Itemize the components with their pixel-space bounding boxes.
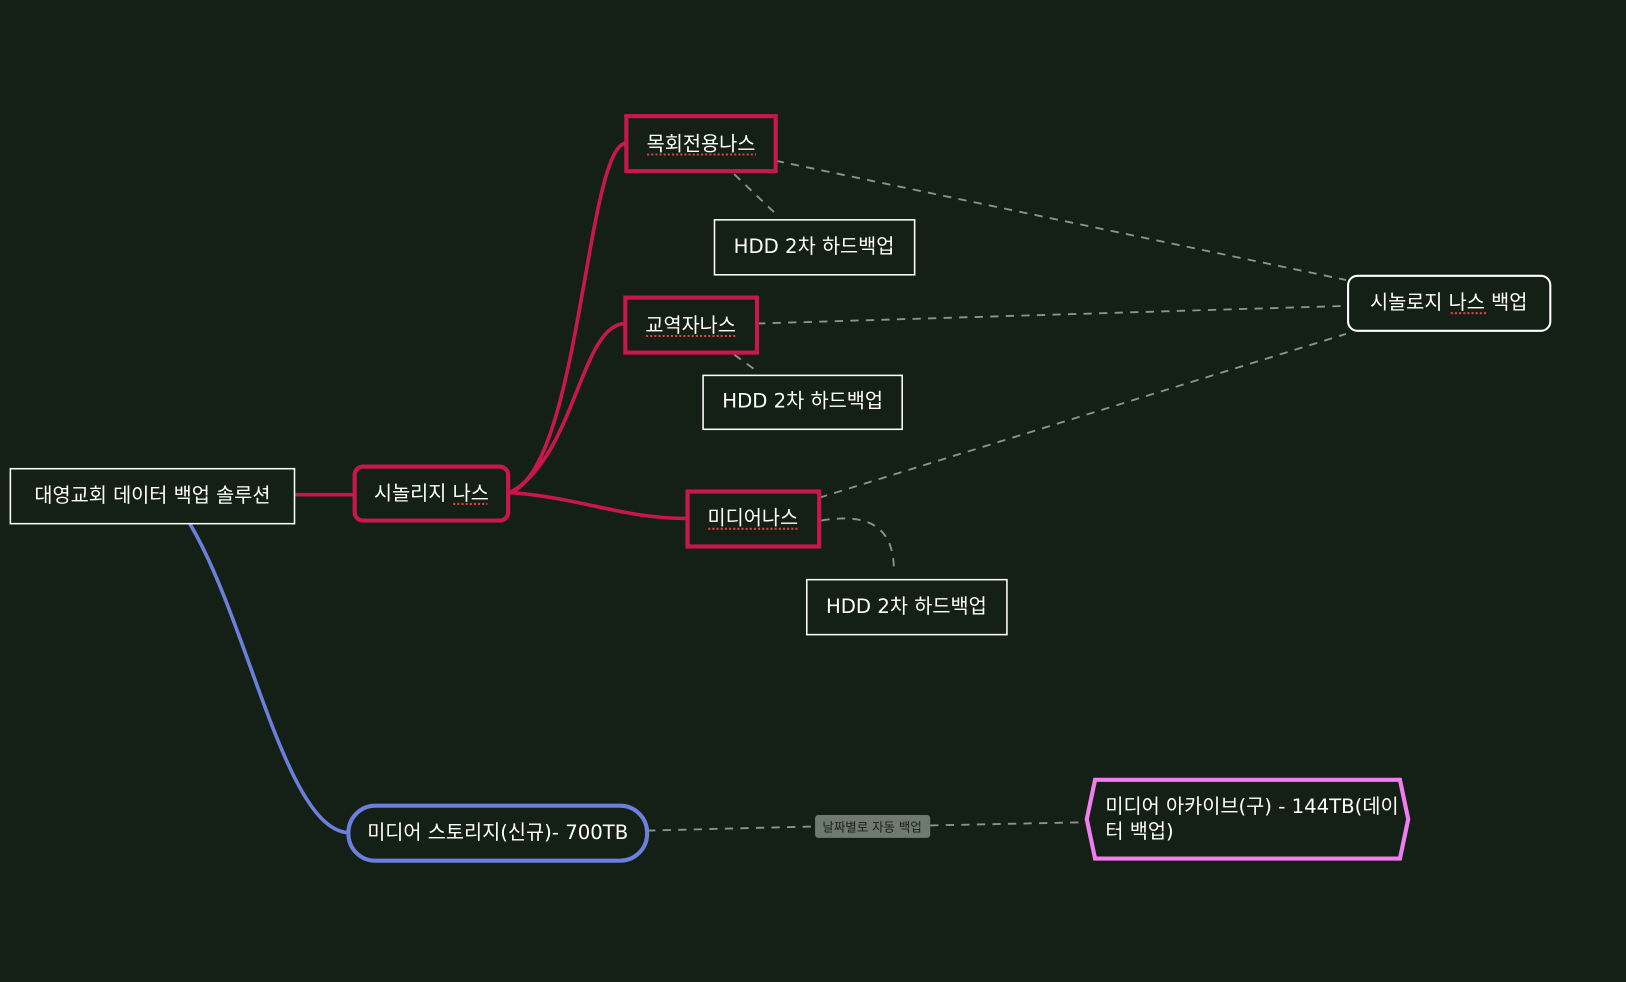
root-label: 대영교회 데이터 백업 솔루션 xyxy=(34,484,270,507)
archive-node[interactable]: 미디어 아카이브(구) - 144TB(데이 터 백업) xyxy=(1084,777,1411,861)
staff-nas-label: 교역자나스 xyxy=(645,314,736,337)
relation-media-hdd xyxy=(821,517,895,571)
relation-pastoral-backup xyxy=(775,159,1347,281)
root-node[interactable]: 대영교회 데이터 백업 솔루션 xyxy=(9,467,296,525)
edge-synology-pastoral xyxy=(509,141,627,495)
synology-node[interactable]: 시놀리지 나스 xyxy=(352,464,511,523)
relation-storage-archive-a xyxy=(647,825,816,832)
staff-hdd-node[interactable]: HDD 2차 하드백업 xyxy=(702,374,903,431)
media-nas-label: 미디어나스 xyxy=(708,507,799,530)
archive-label-line2: 터 백업) xyxy=(1105,820,1173,843)
staff-hdd-label: HDD 2차 하드백업 xyxy=(722,390,883,413)
edge-synology-media xyxy=(510,490,688,521)
archive-label-line1: 미디어 아카이브(구) - 144TB(데이 xyxy=(1105,795,1398,818)
media-storage-label: 미디어 스토리지(신규)- 700TB xyxy=(367,821,628,844)
pastoral-nas-label: 목회전용나스 xyxy=(647,132,756,155)
link-label[interactable]: 날짜별로 자동 백업 xyxy=(815,815,931,838)
relation-pastoral-hdd xyxy=(733,173,779,217)
pastoral-hdd-label: HDD 2차 하드백업 xyxy=(734,235,895,258)
edge-root-storage xyxy=(188,522,349,835)
link-label-text: 날짜별로 자동 백업 xyxy=(822,820,921,835)
synology-backup-node[interactable]: 시놀로지 나스 백업 xyxy=(1347,274,1552,332)
pastoral-nas-node[interactable]: 목회전용나스 xyxy=(624,114,778,174)
media-storage-node[interactable]: 미디어 스토리지(신규)- 700TB xyxy=(346,803,650,863)
edge-synology-staff xyxy=(509,321,626,495)
relation-staff-hdd xyxy=(733,353,758,372)
relation-storage-archive-b xyxy=(930,821,1084,827)
media-nas-node[interactable]: 미디어나스 xyxy=(685,489,822,549)
synology-label: 시놀리지 나스 xyxy=(374,482,489,505)
synology-backup-label: 시놀로지 나스 백업 xyxy=(1370,291,1527,314)
media-hdd-node[interactable]: HDD 2차 하드백업 xyxy=(806,578,1008,636)
media-hdd-label: HDD 2차 하드백업 xyxy=(826,595,987,618)
relation-staff-backup xyxy=(756,304,1347,325)
staff-nas-node[interactable]: 교역자나스 xyxy=(623,295,760,355)
pastoral-hdd-node[interactable]: HDD 2차 하드백업 xyxy=(713,219,916,276)
